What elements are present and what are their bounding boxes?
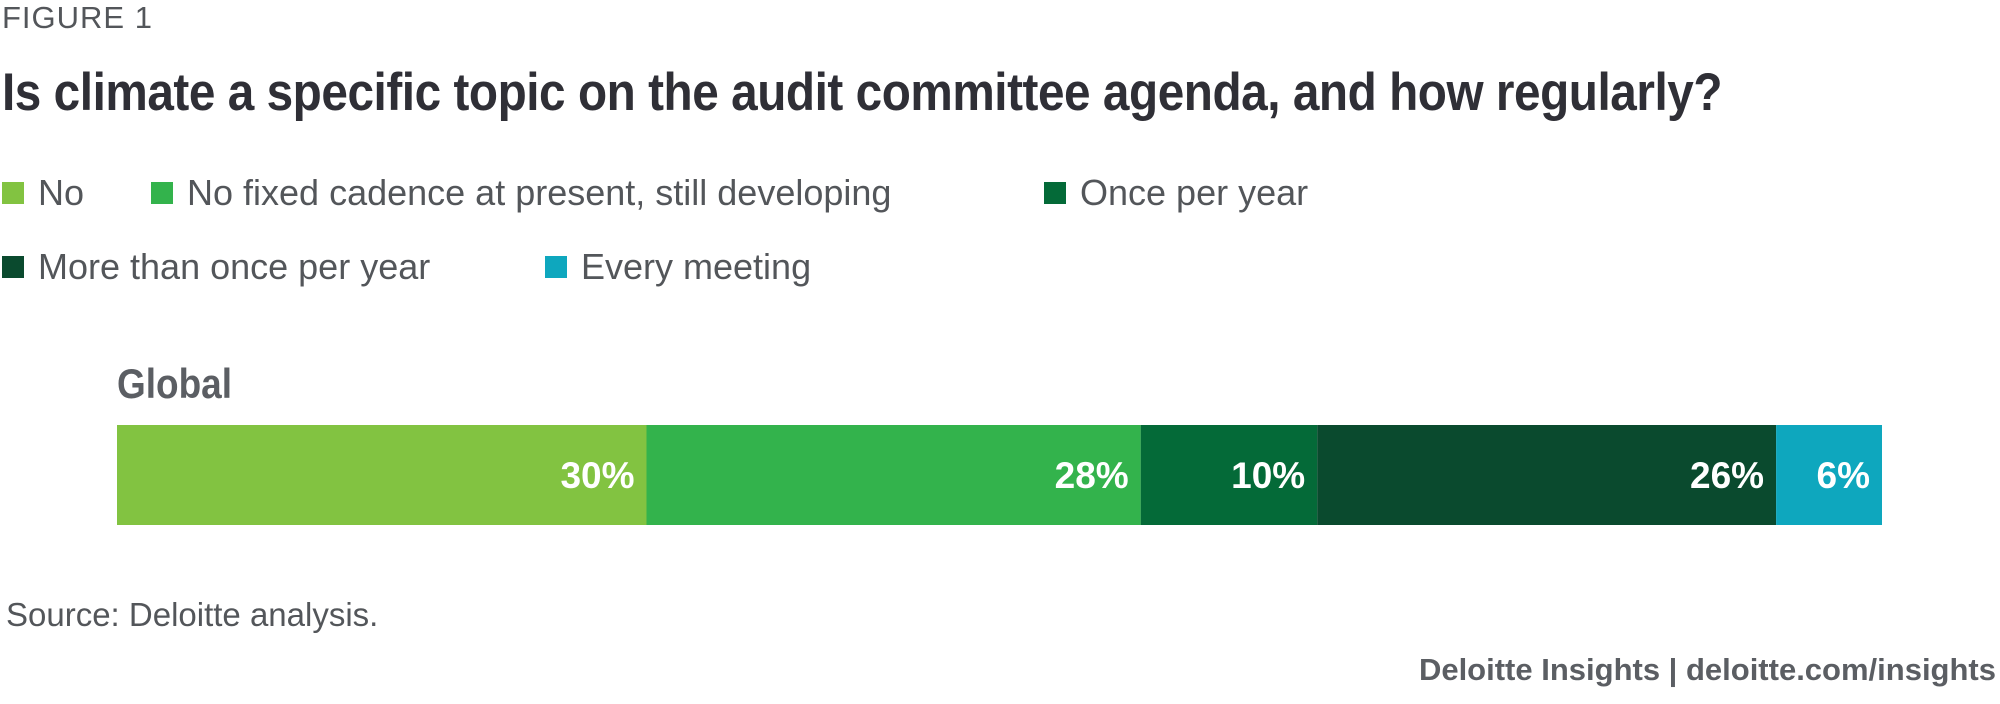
legend-swatch-no-fixed-cadence [151,182,173,204]
legend-label-every-meeting: Every meeting [581,246,812,287]
legend-swatch-more-than-once [2,256,24,278]
data-label-once-per-year: 10% [1231,455,1305,496]
legend-swatch-no [2,182,24,204]
legend-label-no-fixed-cadence: No fixed cadence at present, still devel… [187,172,892,213]
bar-segment-every-meeting [1776,425,1882,525]
bar-segment-more-than-once-per-year [1317,425,1777,525]
publisher-credit: Deloitte Insights | deloitte.com/insight… [1418,652,1996,687]
data-label-more-than-once-per-year: 26% [1690,455,1764,496]
source-note: Source: Deloitte analysis. [6,596,379,633]
data-label-every-meeting: 6% [1817,455,1870,496]
legend-item-no: No [2,172,84,214]
chart-legend: No No fixed cadence at present, still de… [0,0,2000,300]
category-label-global: Global [117,360,233,407]
legend-item-no-fixed-cadence: No fixed cadence at present, still devel… [151,172,891,214]
legend-swatch-every-meeting [545,256,567,278]
legend-item-more-than-once: More than once per year [2,246,430,288]
legend-swatch-once-per-year [1044,182,1066,204]
chart-title: Is climate a specific topic on the audit… [2,63,1723,122]
bar-segment-once-per-year [1140,425,1318,525]
legend-item-every-meeting: Every meeting [545,246,811,288]
data-label-no: 30% [560,455,634,496]
bar-segment-no-fixed-cadence-at-present-still-developing [646,425,1141,525]
legend-label-more-than-once: More than once per year [38,246,431,287]
legend-label-no: No [38,172,85,213]
data-label-no-fixed-cadence-at-present-still-developing: 28% [1055,455,1129,496]
figure-label: FIGURE 1 [2,0,153,35]
legend-label-once-per-year: Once per year [1080,172,1309,213]
bar-segment-no [117,425,647,525]
legend-item-once-per-year: Once per year [1044,172,1308,214]
